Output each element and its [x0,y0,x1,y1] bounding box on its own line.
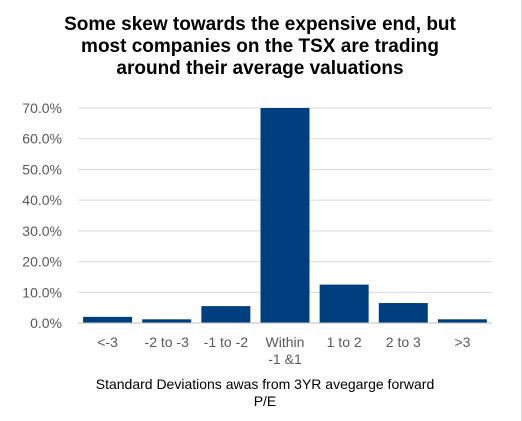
bar [201,306,251,323]
y-tick-label: 60.0% [22,131,62,147]
x-axis-title-line: P/E [253,393,277,409]
y-tick-label: 40.0% [22,192,62,208]
y-tick-label: 10.0% [22,284,62,300]
bars [83,108,487,323]
chart-title-line: around their average valuations [116,58,404,79]
x-axis-title: Standard Deviations awas from 3YR avegar… [40,376,490,410]
chart-title: Some skew towards the expensive end, but… [20,14,500,80]
chart-title-line: most companies on the TSX are trading [81,36,439,57]
bar [83,316,133,323]
x-tick-label: 1 to 2 [327,334,362,350]
chart-title-line: Some skew towards the expensive end, but [64,14,456,35]
y-tick-label: 50.0% [22,161,62,177]
x-tick-label: -1 &1 [268,351,302,367]
x-axis-title-line: Standard Deviations awas from 3YR avegar… [95,376,435,392]
bar [142,319,192,323]
x-tick-label: >3 [454,334,470,350]
y-tick-label: 30.0% [22,223,62,239]
y-tick-label: 20.0% [22,254,62,270]
bar [260,108,310,323]
y-tick-label: 70.0% [22,100,62,116]
x-tick-label: -2 to -3 [145,334,190,350]
bar [378,303,428,323]
labels: 0.0% 10.0% 20.0% 30.0% 40.0% 50.0% 60.0% 70.0% <… [22,100,470,367]
x-tick-label: Within [266,334,305,350]
x-tick-label: -1 to -2 [204,334,249,350]
bar [319,284,369,323]
x-tick-label: <-3 [97,334,118,350]
bar [437,319,487,323]
y-tick-label: 0.0% [30,315,62,331]
x-tick-label: 2 to 3 [386,334,421,350]
